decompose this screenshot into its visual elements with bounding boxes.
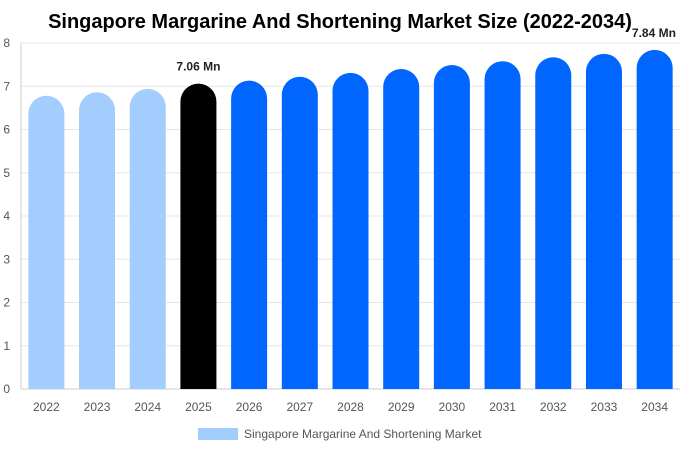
y-axis: 0 1 2 3 4 5 6 7 8	[3, 36, 22, 396]
bar-2026[interactable]	[231, 80, 268, 389]
x-tick-label: 2024	[134, 400, 161, 414]
legend[interactable]: Singapore Margarine And Shortening Marke…	[198, 427, 482, 441]
bar-2030[interactable]	[433, 65, 470, 390]
x-tick-label: 2032	[540, 400, 567, 414]
x-tick-label: 2034	[641, 400, 668, 414]
y-tick-label: 3	[3, 252, 10, 266]
x-tick-label: 2025	[185, 400, 212, 414]
bar-2033[interactable]	[585, 53, 622, 389]
bar-2023[interactable]	[79, 92, 116, 390]
data-label: 7.06 Mn	[176, 60, 220, 74]
bar-2027[interactable]	[281, 76, 318, 390]
bar-2029[interactable]	[383, 68, 420, 389]
y-tick-label: 8	[3, 36, 10, 50]
bar-2024[interactable]	[129, 88, 166, 390]
bars	[28, 49, 673, 390]
x-axis: 2022 2023 2024 2025 2026 2027 2028 2029 2030 2031…	[33, 400, 668, 414]
chart-title: Singapore Margarine And Shortening Marke…	[48, 11, 632, 33]
data-label: 7.84 Mn	[632, 26, 676, 40]
y-tick-label: 0	[3, 382, 10, 396]
legend-swatch	[198, 428, 238, 440]
x-tick-label: 2026	[236, 400, 263, 414]
data-labels: 7.06 Mn 7.84 Mn	[176, 26, 675, 74]
bar-2025[interactable]	[180, 83, 217, 389]
x-tick-label: 2033	[591, 400, 618, 414]
y-tick-label: 4	[3, 209, 10, 223]
legend-label: Singapore Margarine And Shortening Marke…	[244, 427, 482, 441]
y-tick-label: 7	[3, 79, 10, 93]
y-tick-label: 6	[3, 123, 10, 137]
x-tick-label: 2031	[489, 400, 516, 414]
bar-2032[interactable]	[535, 57, 572, 390]
x-tick-label: 2023	[84, 400, 111, 414]
x-tick-label: 2030	[439, 400, 466, 414]
y-tick-label: 5	[3, 166, 10, 180]
bar-2034[interactable]	[636, 49, 673, 390]
x-tick-label: 2029	[388, 400, 415, 414]
x-tick-label: 2028	[337, 400, 364, 414]
x-tick-label: 2027	[286, 400, 313, 414]
x-tick-label: 2022	[33, 400, 60, 414]
y-tick-label: 2	[3, 296, 10, 310]
y-tick-label: 1	[3, 339, 10, 353]
bar-2022[interactable]	[28, 95, 65, 389]
bar-2031[interactable]	[484, 61, 521, 390]
bar-2028[interactable]	[332, 72, 369, 389]
